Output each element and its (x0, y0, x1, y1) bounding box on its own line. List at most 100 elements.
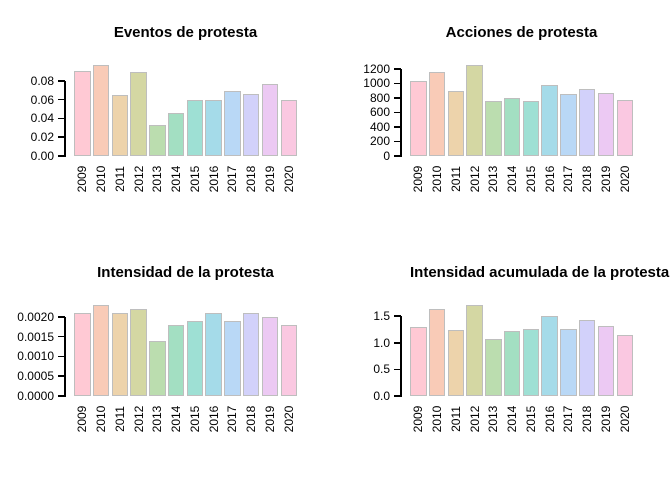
y-axis-tick (394, 82, 401, 85)
bar-2015 (186, 320, 204, 396)
bar-2018 (578, 319, 596, 396)
y-tick-label: 0.0010 (17, 349, 54, 364)
bar-2014 (503, 331, 521, 396)
x-tick-label: 2009 (75, 165, 90, 193)
x-tick-label: 2010 (94, 165, 109, 193)
y-axis-tick (58, 355, 65, 358)
y-tick-label: 0.5 (373, 362, 390, 377)
x-tick-label: 2020 (281, 165, 296, 193)
bar-2016 (205, 312, 222, 396)
x-tick-label: 2019 (598, 405, 613, 433)
x-tick-label: 2013 (150, 405, 165, 433)
x-tick-label: 2009 (75, 405, 90, 433)
x-tick-label: 2009 (411, 405, 426, 433)
y-axis-tick (58, 375, 65, 377)
bar-2016 (541, 84, 558, 156)
bar-2018 (242, 312, 260, 396)
x-tick-label: 2019 (598, 165, 613, 193)
x-tick-label: 2018 (580, 405, 595, 433)
x-tick-label: 2017 (561, 165, 576, 193)
chart-title: Intensidad de la protesta (97, 264, 274, 281)
x-tick-label: 2012 (467, 165, 482, 193)
bar-2009 (74, 70, 91, 156)
x-tick-label: 2011 (448, 166, 463, 192)
bar-2011 (447, 330, 465, 396)
bar-2015 (186, 99, 204, 156)
bar-2014 (167, 112, 185, 156)
x-tick-label: 2020 (617, 165, 632, 193)
bar-2017 (224, 91, 241, 156)
y-tick-label: 1000 (363, 76, 390, 91)
x-tick-label: 2015 (187, 165, 202, 193)
y-axis-tick (394, 111, 401, 114)
x-tick-label: 2019 (262, 165, 277, 193)
y-tick-label: 200 (369, 134, 390, 149)
x-tick-label: 2016 (542, 405, 557, 433)
chart-title: Eventos de protesta (113, 24, 258, 41)
y-tick-label: 1.5 (373, 309, 390, 324)
x-tick-label: 2014 (169, 165, 184, 193)
y-axis-tick (394, 315, 401, 317)
bar-2010 (92, 305, 110, 396)
x-tick-label: 2011 (448, 406, 463, 432)
x-tick-label: 2015 (523, 165, 538, 193)
y-axis-tick (394, 155, 401, 157)
y-tick-label: 0.08 (30, 73, 54, 88)
bar-2020 (616, 334, 633, 396)
y-tick-label: 0.0005 (17, 369, 54, 384)
y-axis-tick (394, 368, 401, 371)
chart-title: Acciones de protesta (445, 24, 598, 41)
bar-2019 (597, 326, 615, 396)
bar-2020 (280, 99, 297, 156)
y-axis-tick (58, 80, 65, 82)
y-tick-label: 600 (369, 105, 390, 120)
x-tick-label: 2017 (225, 405, 240, 433)
y-axis-tick (58, 117, 65, 120)
bar-2010 (92, 65, 110, 156)
y-axis-tick (58, 98, 65, 101)
x-tick-label: 2014 (169, 405, 184, 433)
chart-eventos-de-protesta: Eventos de protesta 0.00 0.02 0.04 0.06 0.08… (0, 0, 336, 240)
x-tick-label: 2016 (206, 405, 221, 433)
bar-2012 (466, 305, 483, 396)
y-axis-tick (394, 140, 401, 143)
y-tick-label: 0.06 (30, 92, 54, 107)
bar-2015 (522, 328, 540, 396)
y-tick-label: 0.0020 (17, 309, 54, 324)
y-axis-tick (58, 316, 65, 318)
y-tick-label: 0.02 (30, 130, 54, 145)
x-tick-label: 2014 (505, 165, 520, 193)
y-tick-label: 0 (383, 149, 390, 163)
x-tick-label: 2015 (523, 405, 538, 433)
y-axis-tick (394, 342, 401, 344)
x-tick-label: 2016 (542, 165, 557, 193)
bar-2011 (111, 95, 129, 156)
bar-2013 (149, 340, 166, 396)
y-axis-tick (58, 136, 65, 138)
x-tick-label: 2019 (262, 405, 277, 433)
y-tick-label: 0.0000 (17, 389, 54, 403)
x-tick-label: 2017 (225, 165, 240, 193)
x-tick-label: 2013 (486, 165, 501, 193)
bar-2018 (578, 89, 596, 156)
bar-2013 (485, 339, 502, 396)
x-tick-label: 2009 (411, 165, 426, 193)
bar-2014 (503, 97, 521, 156)
x-tick-label: 2017 (561, 405, 576, 433)
y-tick-label: 800 (369, 90, 390, 105)
bar-2014 (167, 324, 185, 396)
y-axis-tick (58, 395, 65, 397)
bar-2013 (485, 100, 502, 156)
bar-2011 (447, 90, 465, 156)
y-axis-tick (394, 68, 401, 70)
x-tick-label: 2018 (580, 165, 595, 193)
y-axis-tick (58, 155, 65, 157)
y-axis-tick (394, 97, 401, 99)
bar-2016 (541, 315, 558, 396)
chart-title: Intensidad acumulada de la protesta (410, 264, 670, 281)
y-axis-line (400, 316, 402, 397)
x-tick-label: 2011 (112, 166, 127, 192)
chart-acciones-de-protesta: Acciones de protesta 0 200 400 600 800 1000 12… (336, 0, 672, 240)
y-axis-tick (58, 335, 65, 338)
